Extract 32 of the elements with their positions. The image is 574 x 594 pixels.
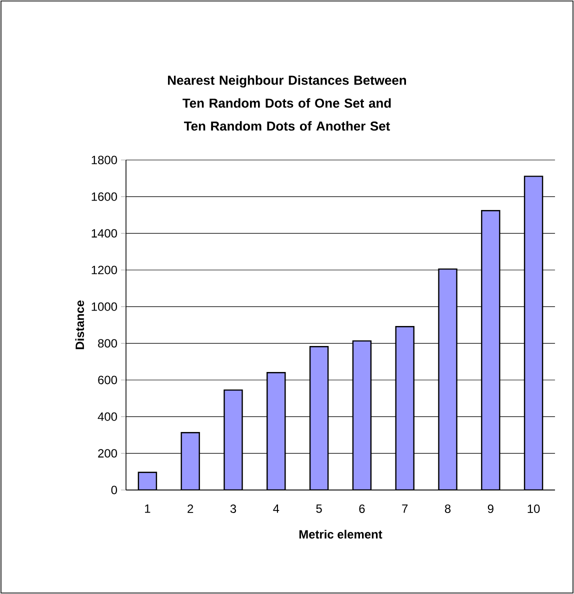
chart-title: Nearest Neighbour Distances Between Ten Random Dots of One Set and Ten Random Dots of Another Set — [168, 75, 406, 131]
x-tick-label: 8 — [444, 504, 451, 513]
x-tick-label: 9 — [488, 504, 494, 513]
y-tick-label: 1000 — [92, 302, 118, 311]
y-axis-title: Distance — [75, 300, 84, 350]
bar — [309, 346, 329, 490]
bar — [180, 432, 200, 490]
x-tick-label: 5 — [316, 504, 322, 513]
bar — [481, 210, 500, 490]
x-tick-label: 2 — [188, 504, 194, 513]
y-tick-label: 600 — [98, 376, 118, 384]
y-tick-label: 400 — [98, 412, 118, 421]
x-tick-label: 7 — [402, 504, 408, 513]
bar — [266, 372, 286, 490]
y-tick-label: 1200 — [92, 266, 118, 274]
y-tick-label: 800 — [98, 339, 118, 348]
y-tick-label: 0 — [111, 486, 118, 494]
y-tick-label: 200 — [98, 449, 118, 458]
x-tick-label: 6 — [359, 504, 365, 513]
bar — [224, 389, 243, 490]
y-tick-label: 1400 — [92, 229, 118, 238]
x-tick-label: 4 — [273, 504, 280, 513]
bar — [524, 176, 544, 490]
bar — [395, 326, 414, 490]
y-tick-label: 1600 — [92, 192, 118, 201]
bar — [352, 340, 372, 490]
y-tick-label: 1800 — [92, 156, 118, 164]
x-tick-label: 1 — [145, 504, 150, 513]
x-axis-title: Metric element — [299, 530, 382, 539]
bar — [438, 268, 458, 490]
x-tick-label: 10 — [528, 504, 540, 513]
x-tick-label: 3 — [230, 504, 236, 513]
